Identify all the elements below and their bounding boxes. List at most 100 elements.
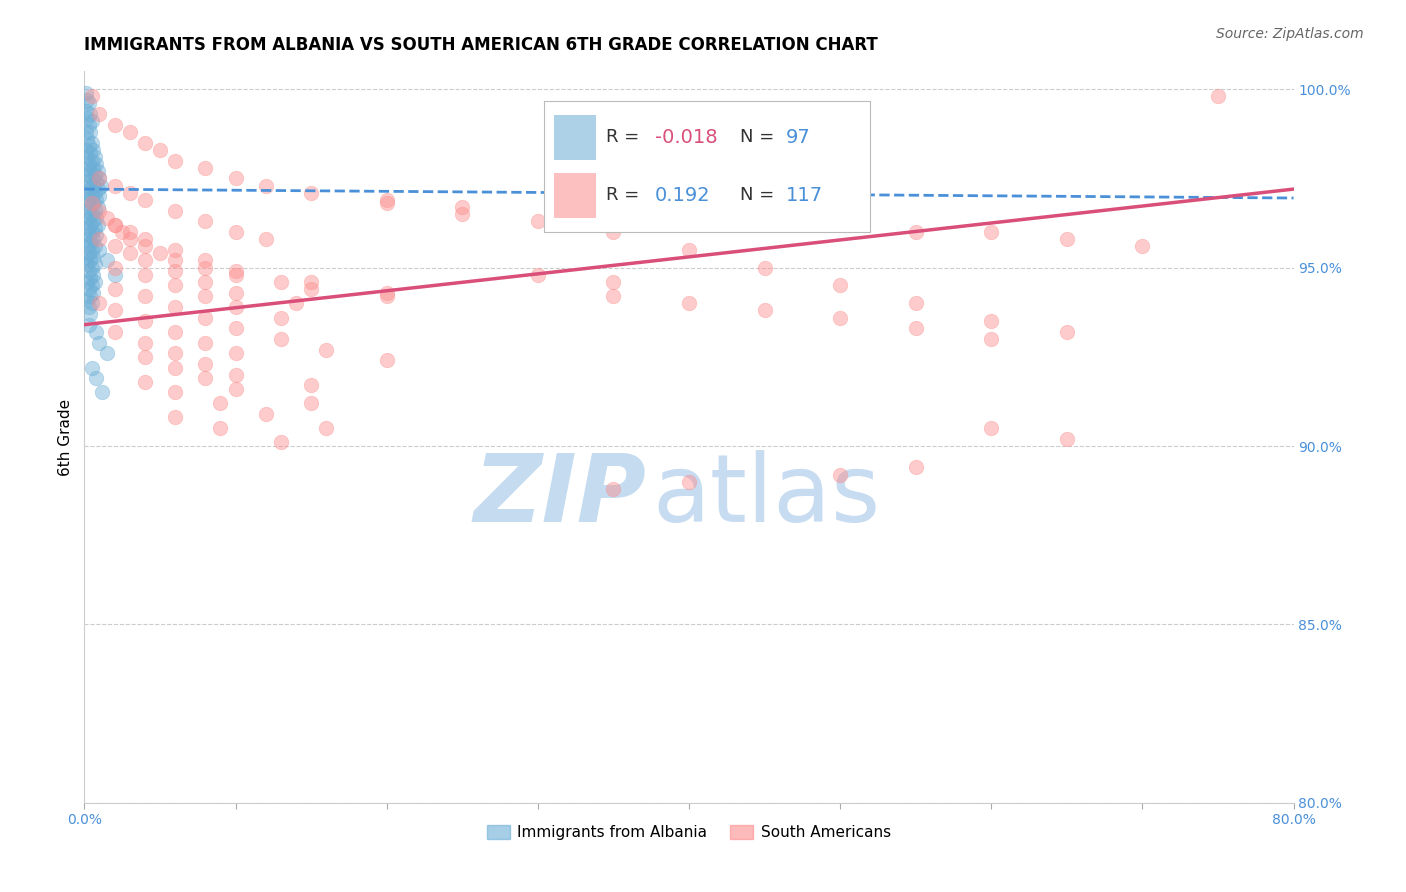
Point — [77, 246, 100, 260]
Point — [86, 157, 108, 171]
Point — [118, 246, 141, 260]
Point — [375, 196, 398, 211]
Text: ZIP: ZIP — [474, 450, 647, 541]
Point — [90, 178, 112, 193]
Point — [527, 268, 550, 282]
Point — [80, 153, 103, 168]
Point — [104, 239, 127, 253]
Point — [79, 307, 101, 321]
Point — [84, 186, 107, 200]
Point — [134, 335, 156, 350]
Point — [194, 260, 217, 275]
Point — [225, 225, 247, 239]
Point — [165, 153, 187, 168]
Point — [830, 310, 852, 325]
Point — [76, 293, 98, 307]
Point — [118, 225, 141, 239]
Point — [225, 171, 247, 186]
Point — [225, 264, 247, 278]
Point — [980, 314, 1002, 328]
Point — [82, 196, 104, 211]
Point — [75, 178, 97, 193]
Point — [754, 260, 776, 275]
Point — [254, 232, 277, 246]
Point — [134, 232, 156, 246]
Point — [1056, 432, 1078, 446]
Point — [111, 225, 134, 239]
Point — [77, 300, 100, 314]
Point — [80, 225, 103, 239]
Point — [149, 143, 172, 157]
Point — [270, 332, 292, 346]
Point — [79, 164, 101, 178]
Point — [84, 239, 107, 253]
Point — [79, 146, 101, 161]
Point — [80, 136, 103, 150]
Point — [1056, 325, 1078, 339]
Point — [89, 107, 111, 121]
Point — [89, 171, 111, 186]
Point — [118, 125, 141, 139]
Point — [76, 239, 98, 253]
Point — [299, 275, 322, 289]
Point — [79, 218, 101, 232]
Point — [79, 107, 101, 121]
Point — [980, 421, 1002, 435]
Point — [194, 335, 217, 350]
Point — [87, 218, 110, 232]
Point — [79, 125, 101, 139]
Point — [77, 228, 100, 243]
Point — [77, 264, 100, 278]
Point — [602, 225, 624, 239]
Point — [76, 186, 98, 200]
Point — [165, 410, 187, 425]
Point — [270, 310, 292, 325]
Point — [678, 296, 700, 310]
Point — [104, 303, 127, 318]
Point — [209, 421, 232, 435]
Point — [104, 218, 127, 232]
Point — [299, 378, 322, 392]
Point — [118, 186, 141, 200]
Point — [1130, 239, 1153, 253]
Point — [225, 321, 247, 335]
Point — [80, 189, 103, 203]
Point — [77, 211, 100, 225]
Point — [84, 203, 107, 218]
Point — [134, 193, 156, 207]
Point — [76, 111, 98, 125]
Point — [165, 243, 187, 257]
Point — [1056, 232, 1078, 246]
Point — [1206, 89, 1229, 103]
Point — [76, 275, 98, 289]
Point — [134, 268, 156, 282]
Point — [84, 221, 107, 235]
Text: atlas: atlas — [652, 450, 882, 541]
Point — [75, 232, 97, 246]
Point — [80, 360, 103, 375]
Point — [104, 118, 127, 132]
Point — [82, 250, 104, 264]
Point — [678, 243, 700, 257]
Point — [76, 150, 98, 164]
Point — [254, 178, 277, 193]
Point — [89, 296, 111, 310]
Point — [830, 218, 852, 232]
Point — [194, 214, 217, 228]
Point — [830, 278, 852, 293]
Point — [165, 278, 187, 293]
Point — [82, 232, 104, 246]
Point — [80, 207, 103, 221]
Point — [75, 250, 97, 264]
Point — [980, 332, 1002, 346]
Point — [754, 303, 776, 318]
Point — [134, 314, 156, 328]
Point — [87, 182, 110, 196]
Point — [82, 214, 104, 228]
Point — [80, 196, 103, 211]
Point — [76, 221, 98, 235]
Point — [79, 200, 101, 214]
Point — [209, 396, 232, 410]
Point — [165, 346, 187, 360]
Point — [89, 232, 111, 246]
